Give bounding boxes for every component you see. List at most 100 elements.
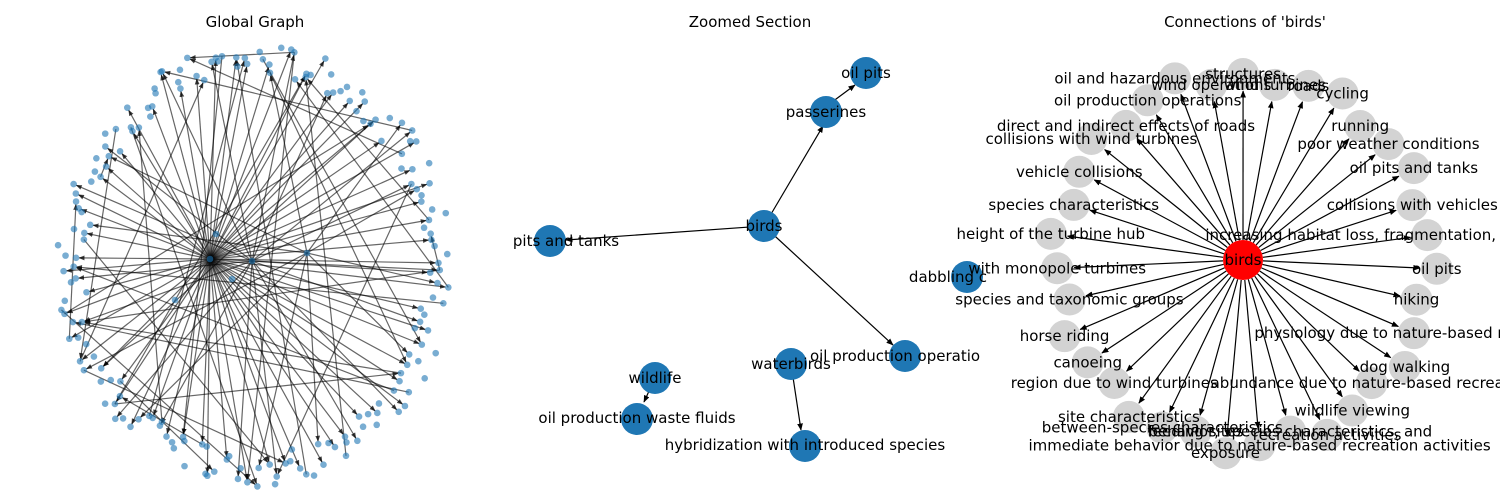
global-node[interactable] <box>61 297 69 305</box>
global-node[interactable] <box>442 209 450 217</box>
global-node[interactable] <box>82 340 90 348</box>
global-node[interactable] <box>343 439 350 446</box>
connection-node[interactable] <box>1326 77 1359 110</box>
global-node[interactable] <box>78 318 86 326</box>
node-hybridization[interactable] <box>789 430 821 462</box>
global-node[interactable] <box>244 479 251 486</box>
global-node[interactable] <box>405 388 413 396</box>
connection-node[interactable] <box>1053 283 1086 316</box>
global-node[interactable] <box>426 179 433 187</box>
connection-node[interactable] <box>1195 68 1228 101</box>
connection-node[interactable] <box>1258 68 1291 101</box>
global-node[interactable] <box>234 63 241 70</box>
global-node[interactable] <box>360 117 367 125</box>
global-node[interactable] <box>241 54 249 62</box>
global-node[interactable] <box>440 299 447 307</box>
global-node[interactable] <box>206 255 214 263</box>
global-node[interactable] <box>291 49 298 56</box>
connection-node[interactable] <box>1109 109 1142 142</box>
global-node[interactable] <box>87 178 95 185</box>
global-node[interactable] <box>102 163 110 170</box>
global-node[interactable] <box>427 230 434 237</box>
global-node[interactable] <box>398 119 406 127</box>
node-pits-and-tanks[interactable] <box>534 225 566 257</box>
node-oil-pits[interactable] <box>850 57 882 89</box>
global-node[interactable] <box>443 250 451 258</box>
global-node[interactable] <box>174 78 182 86</box>
global-node[interactable] <box>124 104 131 111</box>
global-node[interactable] <box>54 241 62 249</box>
global-node[interactable] <box>436 266 444 274</box>
global-node[interactable] <box>432 349 440 357</box>
global-node[interactable] <box>105 152 113 160</box>
global-node[interactable] <box>266 69 274 77</box>
global-node[interactable] <box>202 470 209 478</box>
global-node[interactable] <box>302 471 310 478</box>
connection-node[interactable] <box>1048 320 1081 353</box>
global-node[interactable] <box>256 48 264 56</box>
connection-node[interactable] <box>1420 252 1453 285</box>
global-node[interactable] <box>72 198 80 205</box>
connection-node[interactable] <box>1071 346 1104 379</box>
global-node[interactable] <box>288 446 296 453</box>
global-node[interactable] <box>418 341 426 348</box>
global-node[interactable] <box>181 462 188 470</box>
global-node[interactable] <box>418 198 425 205</box>
node-birds[interactable] <box>748 210 780 242</box>
global-node[interactable] <box>378 137 385 145</box>
global-node[interactable] <box>428 206 436 213</box>
global-node[interactable] <box>266 61 273 68</box>
global-node[interactable] <box>412 138 420 145</box>
global-node[interactable] <box>111 415 119 423</box>
global-node[interactable] <box>86 221 94 229</box>
global-node[interactable] <box>424 327 432 334</box>
global-node[interactable] <box>198 441 206 448</box>
connection-node[interactable] <box>1112 400 1145 433</box>
global-node[interactable] <box>323 89 331 97</box>
global-node[interactable] <box>158 67 166 75</box>
global-node[interactable] <box>228 275 236 283</box>
global-node[interactable] <box>341 433 349 440</box>
global-node[interactable] <box>112 125 120 133</box>
global-node[interactable] <box>127 123 135 131</box>
connection-node[interactable] <box>1397 152 1430 185</box>
global-node[interactable] <box>426 269 434 276</box>
global-node[interactable] <box>429 294 437 301</box>
global-node[interactable] <box>237 464 244 472</box>
global-node[interactable] <box>277 44 285 52</box>
global-node[interactable] <box>374 409 381 417</box>
global-node[interactable] <box>337 87 344 95</box>
global-node[interactable] <box>415 357 422 365</box>
global-node[interactable] <box>83 288 90 296</box>
global-node[interactable] <box>193 72 200 80</box>
connection-node[interactable] <box>1243 429 1276 462</box>
global-node[interactable] <box>200 76 208 84</box>
global-node[interactable] <box>127 423 134 431</box>
global-node[interactable] <box>81 229 88 237</box>
global-node[interactable] <box>101 400 109 408</box>
global-node[interactable] <box>234 475 242 483</box>
global-node[interactable] <box>372 116 379 123</box>
global-node[interactable] <box>177 85 184 92</box>
global-node[interactable] <box>62 252 69 259</box>
global-node[interactable] <box>171 296 179 304</box>
global-node[interactable] <box>395 408 403 416</box>
global-node[interactable] <box>420 224 428 232</box>
global-node[interactable] <box>147 113 154 120</box>
connection-node[interactable] <box>1336 394 1369 427</box>
global-node[interactable] <box>282 460 289 467</box>
global-node[interactable] <box>353 107 360 115</box>
global-node[interactable] <box>119 415 127 422</box>
global-node[interactable] <box>346 97 354 105</box>
global-node[interactable] <box>102 143 109 150</box>
global-node[interactable] <box>248 257 256 265</box>
global-node[interactable] <box>406 137 414 145</box>
global-node[interactable] <box>101 130 109 137</box>
global-node[interactable] <box>259 56 267 63</box>
global-node[interactable] <box>254 483 261 490</box>
global-node[interactable] <box>331 443 339 451</box>
global-node[interactable] <box>151 85 158 92</box>
global-node[interactable] <box>408 180 415 188</box>
global-node[interactable] <box>273 473 281 480</box>
global-node[interactable] <box>398 165 405 172</box>
